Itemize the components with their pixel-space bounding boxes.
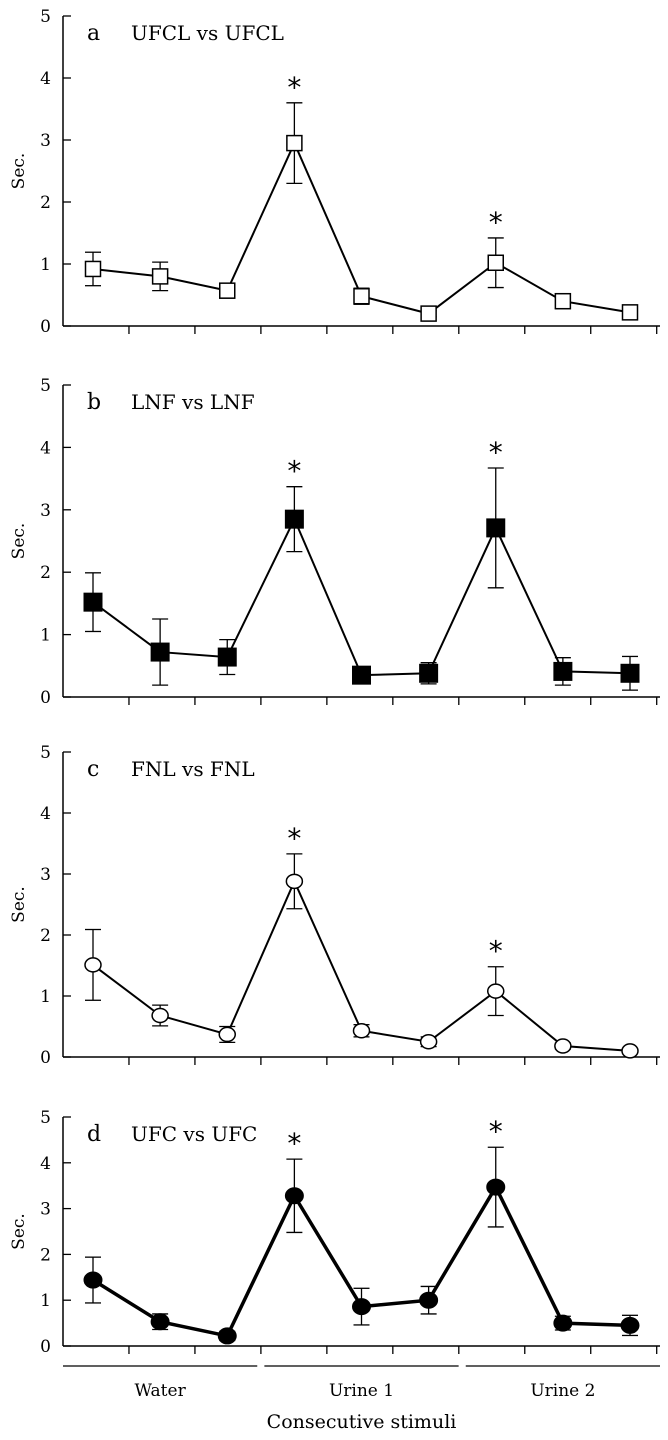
y-tick-label: 3: [40, 131, 51, 151]
y-tick-label: 2: [40, 926, 51, 946]
data-point: [150, 1313, 170, 1331]
data-point: [553, 1314, 573, 1332]
y-tick-label: 2: [40, 193, 51, 213]
x-axis-title: Consecutive stimuli: [267, 1411, 457, 1433]
y-tick-label: 2: [40, 563, 51, 583]
data-point: [621, 304, 639, 321]
panel-title: UFC vs UFC: [131, 1122, 257, 1146]
data-point: [84, 260, 102, 278]
y-tick-label: 2: [40, 1245, 51, 1265]
data-point: [284, 509, 304, 529]
y-tick-label: 5: [40, 376, 51, 396]
data-point: [352, 665, 371, 685]
data-point: [217, 1327, 237, 1345]
y-tick-label: 0: [40, 688, 51, 708]
data-point: [419, 663, 439, 683]
significance-star: *: [489, 1115, 503, 1148]
data-point: [219, 282, 236, 299]
y-tick-label: 5: [40, 7, 51, 27]
y-axis-title: Sec.: [9, 1213, 29, 1250]
data-point: [487, 983, 505, 999]
panel-letter: a: [87, 21, 100, 46]
series-line: [92, 516, 631, 677]
y-tick-label: 5: [40, 1108, 51, 1128]
panel-title: UFCL vs UFCL: [131, 21, 284, 45]
significance-star: *: [287, 1127, 301, 1160]
data-point: [83, 1271, 103, 1289]
y-tick-label: 1: [40, 1291, 51, 1311]
data-point: [284, 1187, 304, 1205]
y-tick-label: 3: [40, 1200, 51, 1220]
panel-letter: c: [87, 757, 99, 782]
data-point: [286, 134, 303, 152]
panel-a: 0 1 2 3 4 5 Sec. a UFCL vs UFCL * *: [9, 7, 660, 337]
panel-letter: d: [87, 1122, 101, 1147]
data-point: [83, 592, 103, 612]
y-tick-label: 1: [40, 626, 51, 646]
data-point: [553, 661, 573, 681]
data-point: [620, 1316, 640, 1334]
significance-star: *: [287, 822, 301, 855]
y-tick-label: 5: [40, 743, 51, 763]
data-point: [487, 254, 504, 272]
data-point: [486, 1178, 506, 1196]
y-tick-label: 3: [40, 501, 51, 521]
significance-star: *: [489, 206, 503, 239]
y-axis-title: Sec.: [9, 886, 29, 923]
group-label: Urine 2: [530, 1381, 595, 1401]
panel-title: LNF vs LNF: [131, 390, 255, 414]
significance-star: *: [489, 436, 503, 469]
y-tick-label: 4: [40, 1154, 51, 1174]
panel-d: 0 1 2 3 4 5 Sec. d UFC vs UFC * * Water Urine 1 Urine…: [9, 1108, 660, 1433]
data-point: [554, 292, 572, 310]
data-point: [486, 518, 506, 538]
y-axis-title: Sec.: [9, 523, 29, 560]
y-tick-label: 1: [40, 255, 51, 275]
group-label: Water: [135, 1381, 187, 1401]
significance-star: *: [287, 455, 301, 488]
y-tick-label: 0: [40, 1337, 51, 1357]
y-axis-title: Sec.: [9, 153, 29, 190]
data-point: [554, 1038, 572, 1054]
y-tick-label: 0: [40, 1048, 51, 1068]
data-point: [84, 957, 102, 973]
panel-c: 0 1 2 3 4 5 Sec. c FNL vs FNL * *: [9, 743, 660, 1068]
data-point: [353, 287, 370, 305]
data-point: [621, 1043, 639, 1059]
data-point: [419, 1291, 439, 1309]
panel-letter: b: [87, 390, 101, 415]
significance-star: *: [489, 935, 503, 968]
y-tick-label: 3: [40, 865, 51, 885]
data-point: [420, 305, 437, 322]
significance-star: *: [287, 71, 301, 104]
data-point: [419, 1034, 438, 1050]
data-point: [620, 663, 640, 683]
data-point: [285, 873, 304, 890]
y-tick-label: 4: [40, 438, 51, 458]
data-point: [352, 1023, 371, 1039]
y-tick-label: 4: [40, 69, 51, 89]
data-point: [352, 1298, 371, 1316]
data-point: [151, 268, 169, 285]
data-point: [150, 642, 170, 662]
data-point: [151, 1007, 169, 1024]
panel-title: FNL vs FNL: [131, 757, 255, 781]
data-point: [217, 647, 237, 667]
y-tick-label: 4: [40, 804, 51, 824]
panel-b: 0 1 2 3 4 5 Sec. b LNF vs LNF * *: [9, 376, 660, 708]
y-tick-label: 0: [40, 317, 51, 337]
data-point: [218, 1026, 236, 1043]
group-label: Urine 1: [329, 1381, 394, 1401]
y-tick-label: 1: [40, 987, 51, 1007]
